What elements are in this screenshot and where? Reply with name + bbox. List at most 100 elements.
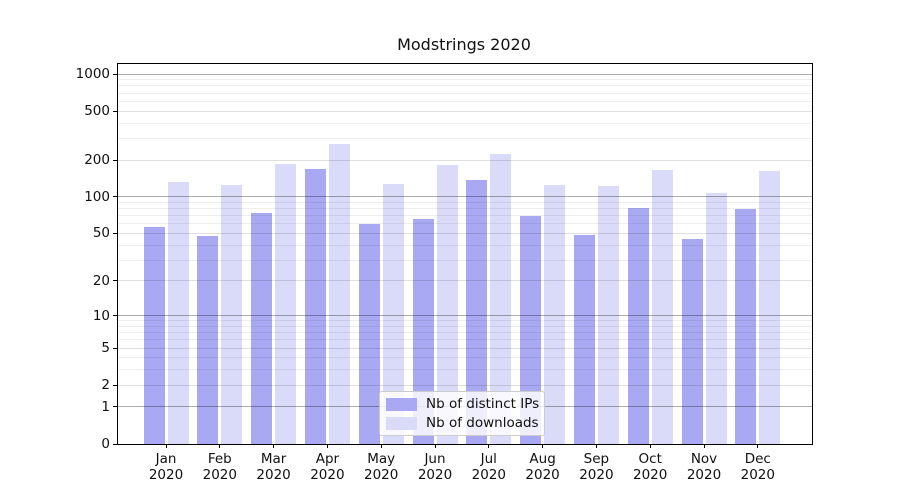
x-tick-aug-2020 [542,444,544,448]
legend-label-downloads: Nb of downloads [426,415,539,431]
y-tick-label-20: 20 [92,272,110,289]
gridline-2 [118,384,812,386]
y-tick-200 [113,159,118,161]
x-tick-label-dec-2020: Dec 2020 [740,451,775,483]
y-tick-5 [113,347,118,349]
y-tick-label-10: 10 [92,307,110,324]
bar-distinct-ips-feb-2020 [197,235,219,444]
gridline-4 [118,357,812,359]
bar-distinct-ips-apr-2020 [304,168,326,444]
gridline-50 [118,232,812,234]
gridline-700 [118,92,812,94]
gridline-90 [118,201,812,203]
gridline-7 [118,332,812,334]
y-tick-label-100: 100 [84,188,110,205]
chart-title: Modstrings 2020 [397,35,531,54]
x-tick-label-sep-2020: Sep 2020 [579,451,614,483]
gridline-500 [118,110,812,112]
bar-distinct-ips-jan-2020 [143,226,165,444]
gridline-40 [118,244,812,246]
x-tick-label-feb-2020: Feb 2020 [202,451,237,483]
bar-distinct-ips-oct-2020 [627,208,649,444]
x-tick-jun-2020 [434,444,436,448]
bar-downloads-jun-2020 [436,165,458,444]
x-tick-label-may-2020: May 2020 [364,451,399,483]
y-tick-label-200: 200 [84,152,110,169]
bar-downloads-feb-2020 [221,185,243,444]
y-tick-label-0: 0 [101,436,110,452]
bar-downloads-may-2020 [382,184,404,444]
y-tick-500 [113,110,118,112]
x-tick-label-nov-2020: Nov 2020 [686,451,722,483]
x-tick-label-jul-2020: Jul 2020 [471,451,506,483]
gridline-300 [118,137,812,139]
legend-swatch-distinct-ips [386,397,417,411]
x-tick-feb-2020 [219,444,221,448]
plot-area: 0 1 2 5 10 20 50 100 200 500 1000 Jan 2020 Feb 2020 M… [76,63,813,483]
bar-downloads-jul-2020 [490,154,512,444]
x-tick-apr-2020 [326,444,328,448]
gridline-200 [118,159,812,161]
gridline-3 [118,369,812,371]
bar-downloads-aug-2020 [544,185,566,444]
gridline-30 [118,259,812,261]
y-tick-1000 [113,73,118,75]
y-tick-label-5: 5 [101,340,110,357]
x-tick-label-aug-2020: Aug 2020 [525,451,560,483]
y-tick-10 [113,315,118,317]
legend-label-distinct-ips: Nb of distinct IPs [426,396,540,412]
bar-distinct-ips-jun-2020 [412,218,434,444]
bar-distinct-ips-sep-2020 [573,234,595,444]
legend-item-downloads: Nb of downloads [386,415,539,431]
gridline-5 [118,347,812,349]
x-tick-label-oct-2020: Oct 2020 [633,451,668,483]
y-tick-label-1000: 1000 [75,66,110,83]
y-tick-20 [113,280,118,282]
x-tick-may-2020 [380,444,382,448]
x-tick-label-jan-2020: Jan 2020 [148,451,184,483]
y-tick-label-500: 500 [84,103,110,120]
x-tick-sep-2020 [595,444,597,448]
bar-downloads-nov-2020 [705,193,727,444]
bar-downloads-sep-2020 [597,185,619,444]
gridline-80 [118,208,812,210]
x-tick-label-apr-2020: Apr 2020 [310,451,345,483]
bar-downloads-oct-2020 [651,169,673,444]
x-tick-mar-2020 [273,444,275,448]
bar-distinct-ips-dec-2020 [735,208,757,444]
gridline-400 [118,122,812,124]
gridline-1000 [118,73,812,75]
bar-downloads-dec-2020 [759,170,781,444]
bar-downloads-apr-2020 [328,144,350,444]
legend-swatch-downloads [386,416,417,430]
gridline-20 [118,280,812,282]
y-tick-1 [113,406,118,408]
x-tick-label-mar-2020: Mar 2020 [256,451,291,483]
legend-item-distinct-ips: Nb of distinct IPs [386,396,540,412]
legend: Nb of distinct IPs Nb of downloads [379,391,545,436]
gridline-900 [118,79,812,81]
gridline-9 [118,320,812,322]
bar-distinct-ips-mar-2020 [251,212,273,444]
x-tick-jul-2020 [488,444,490,448]
gridline-100 [118,196,812,198]
bar-distinct-ips-may-2020 [358,223,380,444]
x-tick-nov-2020 [703,444,705,448]
gridline-600 [118,100,812,102]
gridline-60 [118,223,812,225]
gridline-70 [118,215,812,217]
x-tick-label-jun-2020: Jun 2020 [417,451,453,483]
y-tick-label-50: 50 [92,225,110,242]
x-tick-jan-2020 [165,444,167,448]
gridline-800 [118,85,812,87]
y-tick-0 [113,443,118,445]
bar-distinct-ips-aug-2020 [520,215,542,444]
bar-downloads-jan-2020 [167,182,189,444]
bar-downloads-mar-2020 [275,164,297,444]
y-tick-label-2: 2 [101,377,110,394]
y-tick-2 [113,384,118,386]
gridline-6 [118,339,812,341]
x-tick-oct-2020 [649,444,651,448]
bar-distinct-ips-nov-2020 [681,238,703,444]
